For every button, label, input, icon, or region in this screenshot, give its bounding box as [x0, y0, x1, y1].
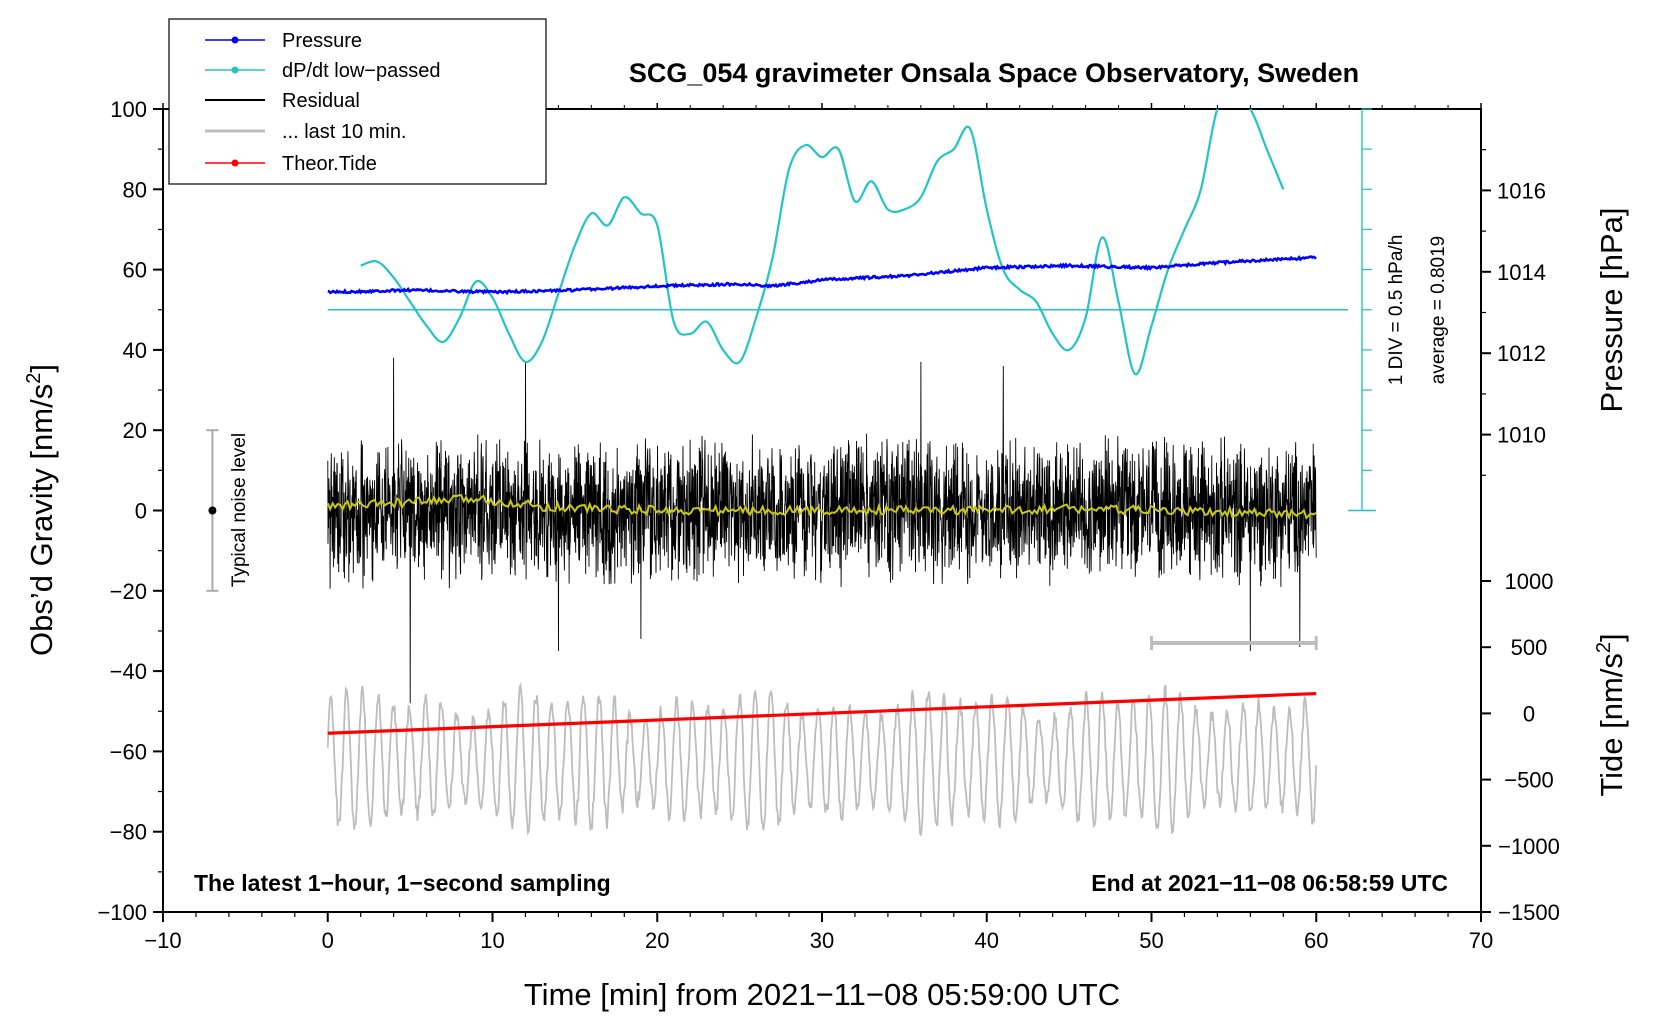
legend-label-dpdt: dP/dt low−passed — [282, 60, 440, 82]
y-tick-label-10: 100 — [110, 97, 147, 122]
x-tick-label-4: 30 — [810, 928, 834, 953]
pressure-tick-label-0: 1010 — [1497, 423, 1546, 448]
tide-axis-ticks: −1500 −1000 −500 0 500 1000 — [1481, 569, 1560, 925]
note-right: End at 2021−11−08 06:58:59 UTC — [1091, 870, 1448, 896]
pressure-tick-label-2: 1014 — [1497, 260, 1546, 285]
note-left: The latest 1−hour, 1−second sampling — [194, 870, 611, 896]
legend-label-pressure: Pressure — [282, 30, 362, 52]
pressure-line — [327, 254, 1317, 296]
last10-series — [326, 682, 1318, 836]
residual-line — [327, 357, 1317, 704]
x-tick-label-3: 20 — [645, 928, 669, 953]
chart-title: SCG_054 gravimeter Onsala Space Observat… — [629, 58, 1359, 88]
tide-series — [327, 691, 1317, 735]
x-axis-ticks: −10 0 10 20 30 40 50 60 70 — [144, 103, 1493, 953]
x-tick-label-1: 0 — [322, 928, 334, 953]
tide-tick-label-3: 0 — [1523, 701, 1535, 726]
x-axis-label: Time [min] from 2021−11−08 05:59:00 UTC — [524, 977, 1120, 1012]
legend-box — [168, 18, 547, 185]
legend-item-dpdt: dP/dt low−passed — [205, 60, 440, 82]
legend-label-last10: ... last 10 min. — [282, 121, 407, 143]
y-tick-label-7: 40 — [123, 338, 147, 363]
x-tick-label-6: 50 — [1139, 928, 1163, 953]
x-tick-label-5: 40 — [975, 928, 999, 953]
y-axis-label-tide: Tide [nm/s2] — [1593, 633, 1629, 796]
y-axis-label-left: Obs’d Gravity [nm/s2] — [23, 364, 59, 656]
legend-marker-pressure — [231, 36, 239, 44]
tide-tick-label-5: 1000 — [1505, 569, 1554, 594]
y-tick-label-0: −100 — [97, 900, 147, 925]
legend-marker-dpdt — [231, 66, 239, 74]
legend-item-pressure: Pressure — [205, 30, 362, 52]
residual-smooth-series — [326, 494, 1317, 521]
y-axis-ticks: −100 −80 −60 −40 −20 0 20 40 60 80 100 — [97, 97, 163, 925]
x-tick-label-8: 70 — [1469, 928, 1493, 953]
decor-layer — [206, 108, 1376, 650]
legend-item-last10: ... last 10 min. — [205, 121, 407, 143]
noise-bar-center — [208, 506, 217, 515]
tide-line — [327, 691, 1317, 735]
pressure-axis-ticks: 1010 1012 1014 1016 — [1481, 149, 1546, 476]
legend-item-tide: Theor.Tide — [205, 153, 377, 175]
div-label: 1 DIV = 0.5 hPa/h — [1386, 235, 1407, 386]
dpdt-line — [360, 109, 1285, 376]
x-tick-label-7: 60 — [1304, 928, 1328, 953]
y-tick-label-5: 0 — [135, 499, 147, 524]
pressure-tick-label-1: 1012 — [1497, 341, 1546, 366]
y-tick-label-4: −20 — [110, 579, 147, 604]
legend: Pressure dP/dt low−passed Residual ... l… — [168, 18, 547, 185]
last10-line — [326, 682, 1318, 836]
pressure-series — [327, 254, 1317, 296]
tide-tick-label-4: 500 — [1511, 635, 1548, 660]
y-tick-label-9: 80 — [123, 177, 147, 202]
noise-label: Typical noise level — [229, 433, 250, 587]
dpdt-series — [360, 109, 1285, 376]
residual-smooth-line — [326, 494, 1317, 521]
tide-tick-label-1: −1000 — [1498, 834, 1560, 859]
average-label: average = 0.8019 — [1428, 236, 1449, 384]
x-tick-label-0: −10 — [144, 928, 181, 953]
pressure-tick-label-3: 1016 — [1497, 178, 1546, 203]
y-tick-label-8: 60 — [123, 258, 147, 283]
residual-series — [327, 357, 1317, 704]
legend-marker-tide — [231, 159, 239, 167]
y-tick-label-3: −40 — [110, 659, 147, 684]
tide-tick-label-0: −1500 — [1498, 900, 1560, 925]
y-tick-label-1: −80 — [110, 820, 147, 845]
legend-label-residual: Residual — [282, 90, 360, 112]
y-tick-label-6: 20 — [123, 418, 147, 443]
y-tick-label-2: −60 — [110, 739, 147, 764]
legend-label-tide: Theor.Tide — [282, 153, 377, 175]
tide-tick-label-2: −500 — [1504, 768, 1554, 793]
x-tick-label-2: 10 — [480, 928, 504, 953]
y-axis-label-pressure: Pressure [hPa] — [1594, 207, 1629, 412]
legend-item-residual: Residual — [205, 90, 360, 112]
